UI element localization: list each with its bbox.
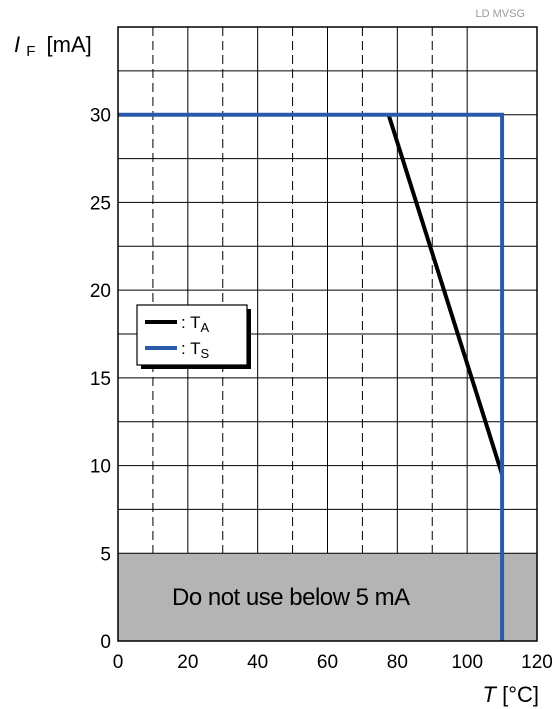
x-axis-label: T [°C] [483, 682, 540, 707]
legend-label-ta: : TA [181, 313, 210, 335]
y-tick-label: 30 [90, 106, 111, 127]
x-tick-label: 100 [451, 652, 483, 673]
y-axis-subscript: F [26, 43, 35, 60]
x-tick-label: 60 [317, 652, 338, 673]
y-tick-label: 25 [90, 193, 111, 214]
x-tick-label: 0 [113, 652, 124, 673]
forbidden-zone-label: Do not use below 5 mA [172, 584, 410, 611]
y-tick-label: 10 [90, 457, 111, 478]
x-tick-label: 80 [387, 652, 408, 673]
x-tick-label: 120 [521, 652, 553, 673]
series-line-ta [386, 114, 504, 475]
y-axis-unit: [mA] [47, 32, 92, 57]
series-line-ts [118, 112, 505, 641]
y-axis-label: I F [mA] [14, 32, 92, 61]
forbidden-zone [118, 553, 537, 641]
x-tick-label: 20 [177, 652, 198, 673]
plot-frame [117, 26, 538, 642]
x-axis-unit: [°C] [502, 682, 539, 707]
y-tick-label: 15 [90, 369, 111, 390]
y-axis-symbol: I [14, 32, 20, 57]
y-tick-label: 0 [100, 632, 111, 653]
x-tick-label: 40 [247, 652, 268, 673]
x-axis-symbol: T [483, 682, 498, 707]
legend-box [136, 304, 248, 366]
y-tick-label: 5 [100, 544, 111, 565]
y-tick-label: 20 [90, 281, 111, 302]
legend: : TA : TS [136, 304, 251, 369]
watermark-text: LD MVSG [475, 8, 525, 20]
legend-label-ts: : TS [181, 339, 210, 361]
